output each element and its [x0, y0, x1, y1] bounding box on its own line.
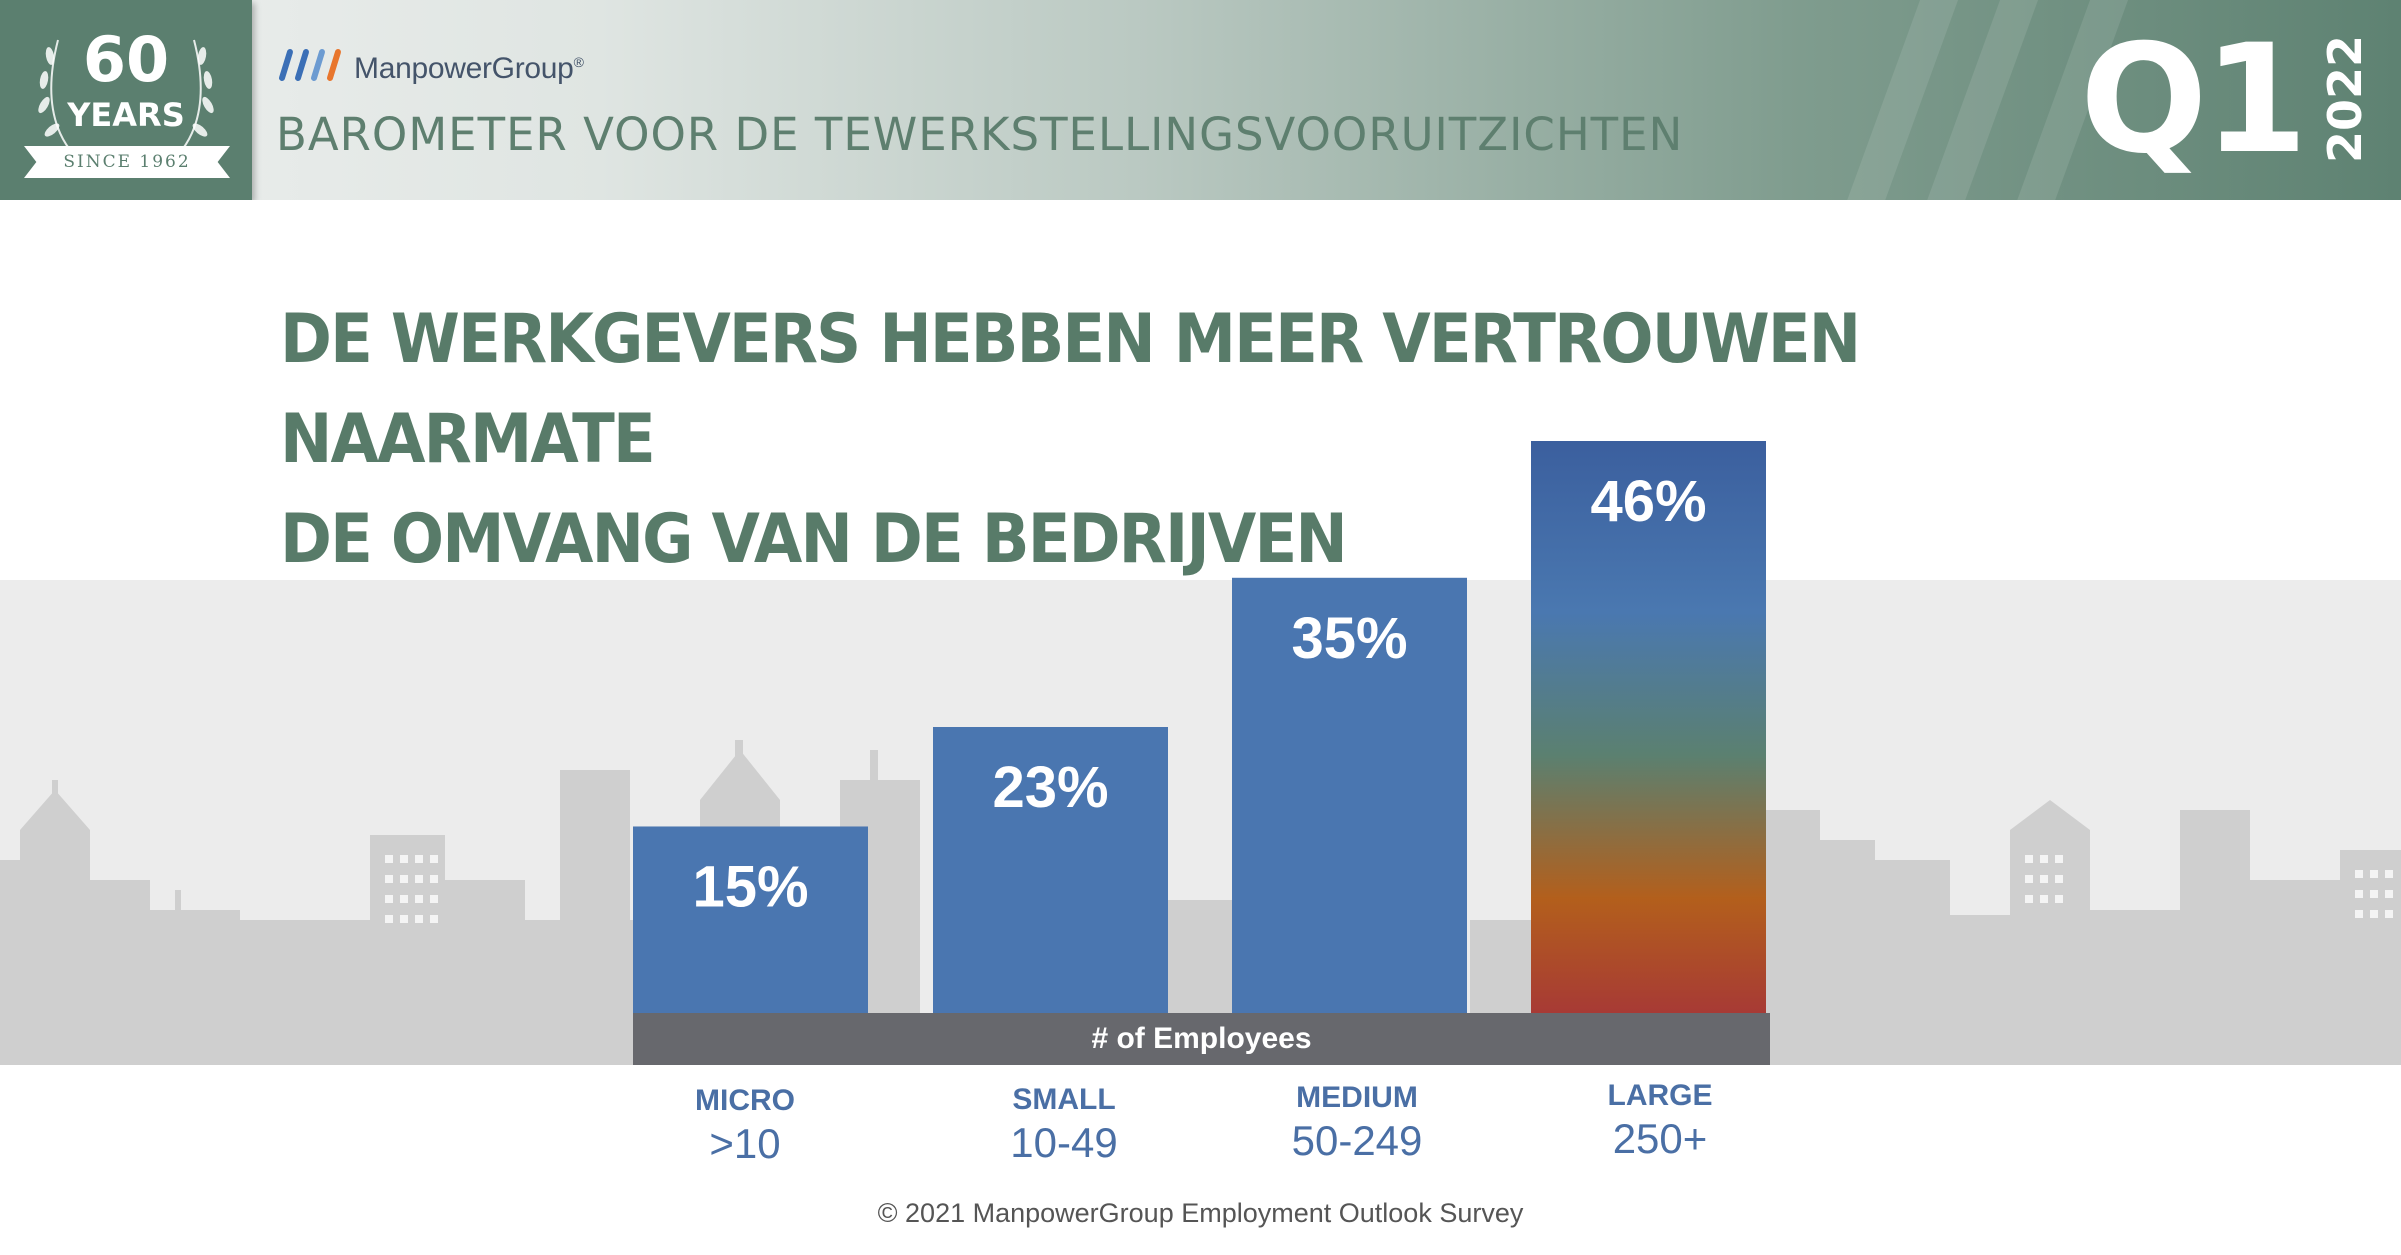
category-label: LARGE 250+: [1540, 1078, 1780, 1164]
bar-small: [933, 727, 1168, 1013]
bar-large: [1531, 441, 1766, 1013]
category-name: SMALL: [1012, 1083, 1116, 1116]
city-skyline-background: [0, 580, 2401, 1065]
anniversary-badge: 60 YEARS SINCE 1962: [0, 0, 252, 200]
badge-ribbon: [24, 146, 230, 178]
bars: [633, 441, 1766, 1013]
category-range: 250+: [1612, 1115, 1708, 1162]
quarter-label: Q1: [2080, 13, 2308, 187]
category-range: 10-49: [1010, 1119, 1118, 1166]
bar-micro: [633, 826, 868, 1013]
category-name: MEDIUM: [1296, 1081, 1418, 1114]
category-range: >10: [709, 1120, 781, 1167]
category-label: MEDIUM 50-249: [1237, 1080, 1477, 1166]
bar-medium: [1232, 577, 1467, 1013]
x-axis-label: # of Employees: [1091, 1022, 1312, 1055]
page-title-line-1: DE WERKGEVERS HEBBEN MEER VERTROUWEN NAA…: [280, 300, 1861, 479]
brand-name: ManpowerGroup®: [354, 52, 584, 85]
badge-sixty: 60: [82, 23, 170, 96]
manpowergroup-logo-icon: [279, 49, 341, 81]
category-name: MICRO: [695, 1084, 795, 1117]
badge-years: YEARS: [67, 96, 185, 134]
category-label: MICRO >10: [625, 1083, 865, 1169]
bar-value-label: 23%: [992, 755, 1108, 820]
category-range: 50-249: [1291, 1117, 1423, 1164]
bar-value-label: 46%: [1590, 469, 1706, 534]
header-banner: 60 YEARS SINCE 1962 ManpowerGroup® BAROM…: [0, 0, 2401, 200]
category-label: SMALL 10-49: [944, 1082, 1184, 1168]
category-name: LARGE: [1607, 1079, 1713, 1112]
header-title: BAROMETER VOOR DE TEWERKSTELLINGSVOORUIT…: [276, 108, 1684, 161]
laurel-wreath-icon: [38, 39, 214, 151]
copyright-footer: © 2021 ManpowerGroup Employment Outlook …: [877, 1198, 1524, 1228]
bar-value-label: 35%: [1291, 606, 1407, 671]
page-title: DE WERKGEVERS HEBBEN MEER VERTROUWEN NAA…: [280, 290, 2028, 590]
badge-since: SINCE 1962: [63, 152, 191, 172]
bar-value-label: 15%: [692, 854, 808, 919]
page-title-line-2: DE OMVANG VAN DE BEDRIJVEN: [280, 500, 1348, 579]
value-labels: 15% 23% 35% 46%: [692, 469, 1706, 919]
x-axis-band: [633, 1013, 1770, 1065]
